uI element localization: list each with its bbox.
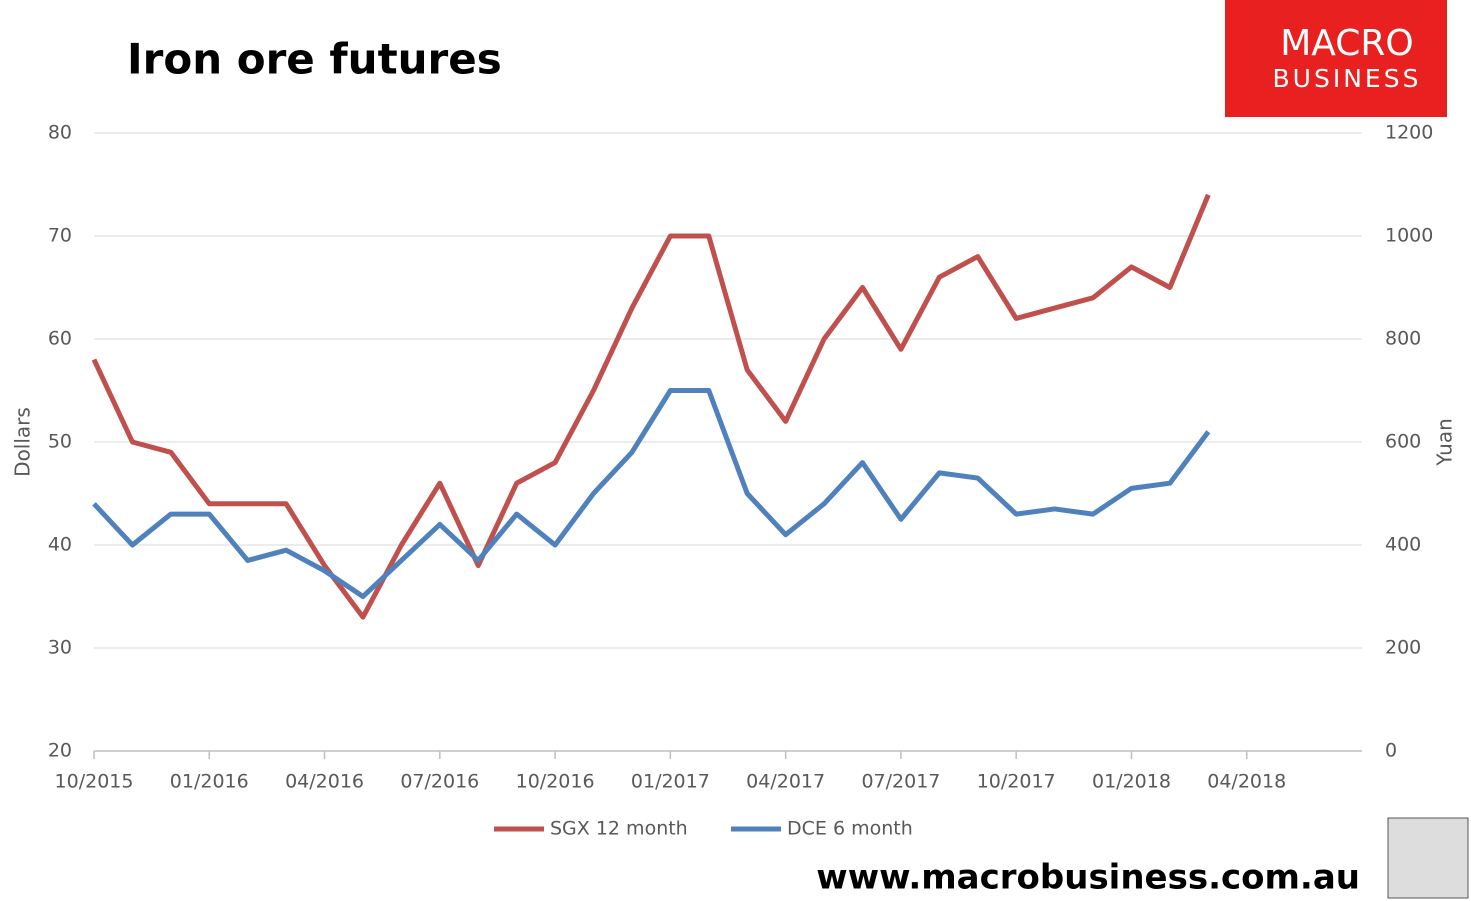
y2-tick-label: 1000 [1385,225,1433,247]
y-tick-label: 30 [48,637,72,659]
x-tick-label: 04/2018 [1207,771,1286,793]
data-line [91,193,1211,620]
y2-tick-label: 800 [1385,328,1421,350]
logo-text: MACRO [1280,23,1414,64]
logo-text: BUSINESS [1273,64,1422,93]
x-tick-label: 04/2016 [285,771,364,793]
y-tick-label: 50 [48,431,72,453]
y-tick-label: 60 [48,328,72,350]
x-tick-label: 04/2017 [746,771,825,793]
y-axis-label: Dollars [11,407,35,477]
fox-logo [1387,817,1469,899]
x-tick-label: 10/2016 [516,771,595,793]
y2-tick-label: 0 [1385,740,1397,762]
x-tick-label: 10/2015 [55,771,134,793]
legend-label: DCE 6 month [787,818,913,840]
x-tick-label: 10/2017 [977,771,1056,793]
legend-label: SGX 12 month [550,818,688,840]
y-tick-label: 40 [48,534,72,556]
footer-url: www.macrobusiness.com.au [816,858,1360,898]
x-tick-label: 01/2016 [170,771,249,793]
y2-tick-label: 200 [1385,637,1421,659]
logo-box [1225,0,1447,117]
y-tick-label: 80 [48,122,72,144]
y2-axis-label: Yuan [1433,418,1457,467]
data-line [92,388,1211,599]
x-tick-label: 01/2017 [631,771,710,793]
x-tick-label: 07/2017 [861,771,940,793]
y2-tick-label: 600 [1385,431,1421,453]
y2-tick-label: 1200 [1385,122,1433,144]
y-tick-label: 70 [48,225,72,247]
x-tick-label: 07/2016 [400,771,479,793]
chart-title: Iron ore futures [127,35,502,84]
x-tick-label: 01/2018 [1092,771,1171,793]
y2-tick-label: 400 [1385,534,1421,556]
y-tick-label: 20 [48,740,72,762]
